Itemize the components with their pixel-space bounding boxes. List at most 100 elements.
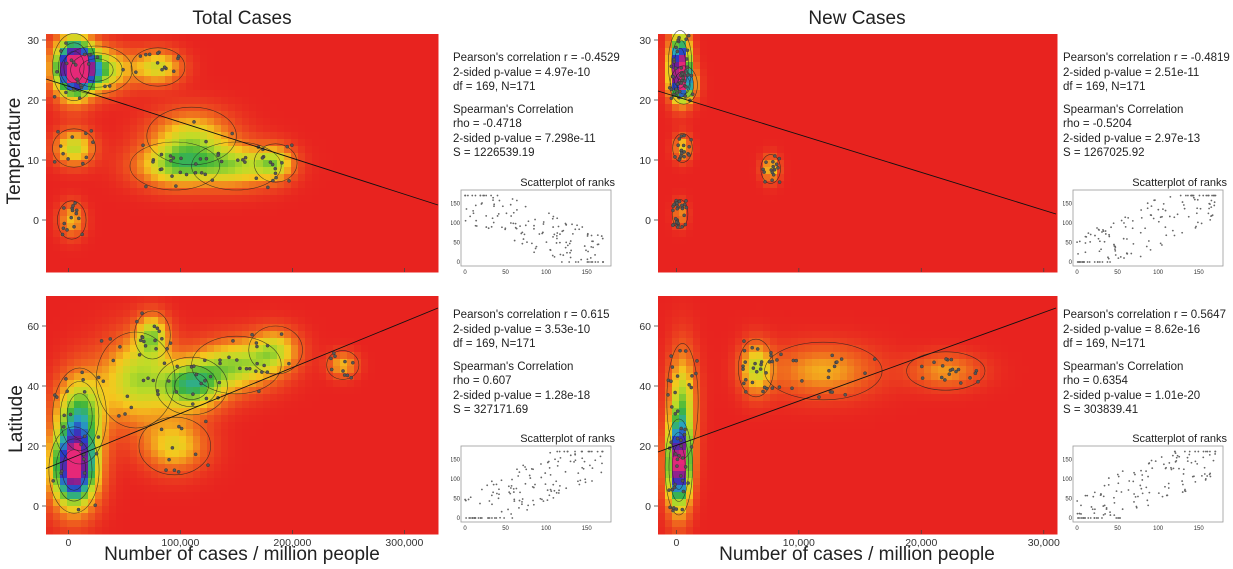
rank-point <box>1210 199 1213 202</box>
data-point <box>771 164 775 169</box>
rank-point <box>1148 491 1151 494</box>
data-point <box>60 232 65 237</box>
data-point <box>204 396 209 401</box>
data-point <box>976 379 980 384</box>
rank-point <box>588 261 590 263</box>
data-point <box>779 352 783 357</box>
data-point <box>141 378 146 383</box>
data-point <box>743 360 747 364</box>
rank-point <box>557 225 560 228</box>
data-point <box>96 375 101 380</box>
data-point <box>669 440 673 444</box>
spearman-p: 2-sided p-value = 1.28e-18 <box>453 389 591 402</box>
rank-point <box>1145 245 1148 248</box>
data-point <box>52 160 57 164</box>
rank-point <box>1187 194 1189 197</box>
rank-point <box>491 517 493 519</box>
rank-point <box>577 261 580 263</box>
rank-point <box>549 473 552 476</box>
rank-point <box>556 450 559 453</box>
rank-point <box>1084 517 1087 519</box>
rank-point <box>1209 218 1212 221</box>
x-tick-label: 100,000 <box>161 537 199 549</box>
rank-point <box>1159 216 1162 219</box>
rank-point <box>1134 473 1136 476</box>
data-point <box>134 70 138 74</box>
rank-point <box>552 235 554 238</box>
rank-point <box>510 513 513 515</box>
data-point <box>826 375 831 380</box>
pearson-r: Pearson's correlation r = -0.4529 <box>453 52 620 64</box>
heatmap-cells <box>658 34 1058 273</box>
data-point <box>91 140 95 144</box>
rank-point <box>496 492 498 495</box>
xlabel-total-cases: Number of cases / million people <box>104 544 380 565</box>
rank-point <box>533 227 535 230</box>
rank-point <box>1162 463 1165 466</box>
rank-point <box>1157 208 1160 211</box>
rank-point <box>1107 257 1110 260</box>
rank-point <box>1107 477 1110 479</box>
data-point <box>684 199 688 203</box>
data-point <box>684 85 688 89</box>
rank-point <box>1176 454 1179 457</box>
rank-point <box>529 477 532 479</box>
data-point <box>157 329 161 334</box>
rank-point <box>473 517 476 519</box>
rank-point <box>1146 202 1149 205</box>
rank-point <box>1176 213 1179 216</box>
pearson-r: Pearson's correlation r = 0.615 <box>453 309 610 321</box>
rank-point <box>547 460 550 463</box>
s-value: S = 303839.41 <box>1063 404 1139 416</box>
rank-x-tick: 150 <box>1194 270 1205 276</box>
rank-point <box>1181 483 1184 486</box>
rho: rho = 0.607 <box>453 375 512 387</box>
chart-total-latitude: 0 20 40 60 0 100,000 200,000 300,000 <box>27 296 439 549</box>
rank-point <box>1089 517 1092 519</box>
data-point <box>675 409 680 413</box>
rank-point <box>492 491 495 494</box>
rank-point <box>512 222 515 225</box>
data-point <box>71 60 76 65</box>
data-point <box>669 379 673 384</box>
y-tick-label: 40 <box>27 381 39 393</box>
y-tick-label: 20 <box>639 95 651 107</box>
rank-point <box>1183 450 1186 453</box>
y-tick-label: 20 <box>639 441 651 453</box>
data-point <box>62 206 66 210</box>
rank-point <box>507 508 509 511</box>
rank-point <box>1081 261 1083 263</box>
rank-point <box>1184 488 1186 491</box>
rank-point <box>1141 479 1144 481</box>
data-point <box>794 358 798 363</box>
data-point <box>675 457 680 462</box>
data-point <box>192 364 196 368</box>
data-point <box>243 160 247 164</box>
data-point <box>70 135 75 139</box>
rank-point <box>581 457 584 460</box>
data-point <box>827 368 831 373</box>
rank-y-tick: 100 <box>451 221 461 227</box>
rank-point <box>1147 504 1150 507</box>
data-point <box>160 67 164 72</box>
rank-point <box>1116 473 1119 476</box>
s-value: S = 327171.69 <box>453 404 529 416</box>
rank-point <box>538 233 541 235</box>
data-point <box>51 479 55 483</box>
rank-point <box>490 194 493 197</box>
rank-point <box>511 517 514 519</box>
rank-point <box>1122 237 1125 240</box>
rank-point <box>1161 244 1163 246</box>
data-point <box>772 167 777 172</box>
rank-point <box>1175 456 1178 459</box>
data-point <box>677 157 682 162</box>
rank-point <box>528 474 531 477</box>
data-point <box>61 151 65 156</box>
rank-point <box>1104 513 1107 515</box>
rank-point <box>1089 241 1092 243</box>
rank-point <box>1080 504 1082 507</box>
rank-point <box>1208 202 1211 205</box>
rank-point <box>1114 248 1116 251</box>
rank-point <box>534 247 537 250</box>
data-point <box>144 184 148 189</box>
